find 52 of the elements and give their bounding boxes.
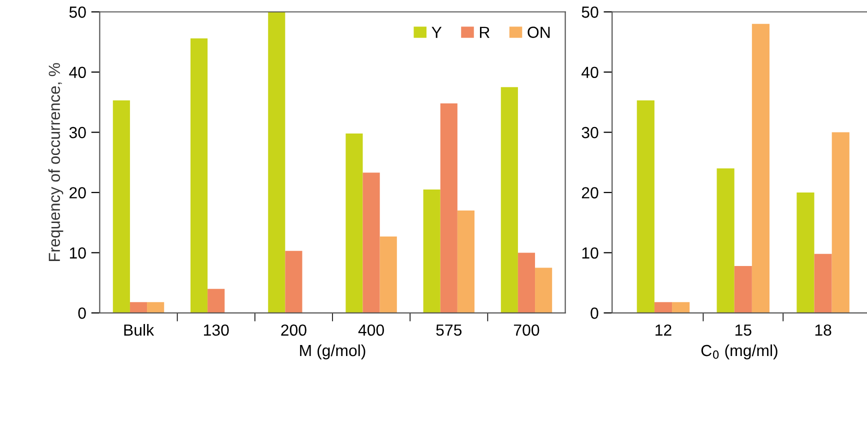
bar [535, 268, 552, 313]
bar [518, 252, 536, 313]
x-tick-label: Bulk [124, 324, 154, 336]
bar [285, 250, 302, 313]
bar [814, 254, 832, 313]
bar [654, 302, 672, 313]
bar [752, 24, 770, 313]
bar [112, 100, 130, 313]
bar [832, 132, 850, 313]
bar [208, 288, 225, 313]
y-tick-label: 0 [78, 308, 86, 319]
bar [147, 302, 164, 313]
y-tick-label: 50 [69, 6, 86, 18]
x-tick-label: 700 [514, 324, 540, 336]
x-tick-label: 130 [204, 324, 229, 336]
y-tick-label: 50 [582, 6, 598, 18]
y-tick-label: 20 [70, 187, 86, 198]
bar [796, 192, 814, 313]
bar [190, 38, 208, 313]
bar [636, 100, 654, 313]
y-tick-label: 30 [582, 126, 598, 138]
bar [362, 172, 380, 313]
bar [734, 266, 752, 313]
bar [380, 236, 397, 313]
y-axis-title: Frequency of occurrence, % [48, 63, 64, 261]
y-tick-label: 0 [590, 308, 598, 319]
legend-label: R [480, 26, 490, 38]
y-tick-label: 20 [582, 187, 598, 198]
y-tick-label: 40 [582, 66, 598, 78]
y-tick-label: 40 [69, 66, 86, 78]
bar [440, 103, 458, 313]
bar [268, 12, 286, 313]
x-tick-label: 12 [656, 324, 672, 336]
x-tick-label: 200 [281, 324, 306, 336]
bar [130, 302, 148, 313]
y-tick-label: 10 [70, 247, 86, 259]
bar [500, 87, 518, 313]
x-tick-label: 575 [436, 324, 462, 336]
y-tick-label: 30 [69, 126, 86, 138]
bar [346, 133, 363, 313]
legend-label: ON [528, 26, 550, 38]
x-tick-label: 400 [358, 324, 384, 336]
x-tick-label: 18 [815, 324, 832, 336]
x-axis-title: M (g/mol) [300, 344, 366, 360]
y-tick-label: 10 [582, 247, 598, 259]
x-tick-label: 15 [735, 324, 752, 336]
x-axis-title: C$_{0}$ (mg/ml) [701, 344, 778, 360]
bar [457, 210, 474, 313]
legend-label: Y [432, 26, 442, 38]
bar [716, 168, 734, 313]
bar [423, 189, 440, 313]
bar [672, 302, 690, 313]
